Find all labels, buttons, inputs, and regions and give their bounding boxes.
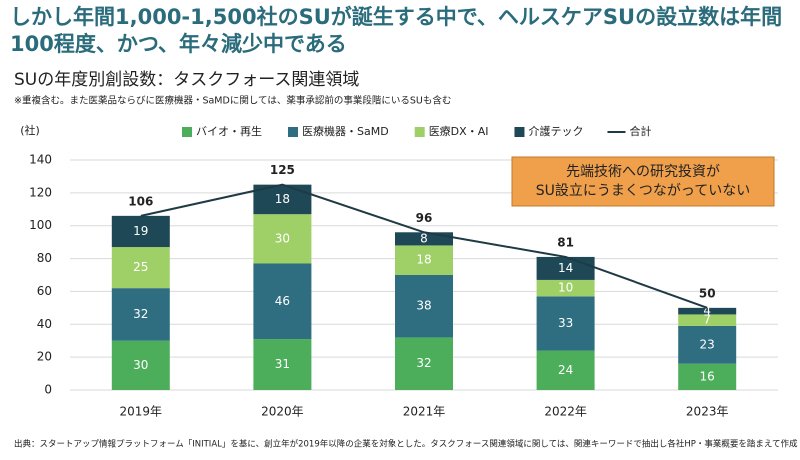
bar-value-label: 10: [558, 281, 573, 295]
annotation-text: 先端技術への研究投資が: [566, 164, 720, 180]
bar-value-label: 32: [416, 356, 431, 370]
subtitle: SUの年度別創設数：タスクフォース関連領域: [14, 70, 359, 90]
total-label: 81: [557, 235, 574, 249]
total-label: 125: [270, 163, 295, 177]
y-tick-label: 0: [44, 383, 52, 397]
bar-segment: [111, 340, 170, 390]
bar-value-label: 19: [133, 224, 148, 238]
bar-segment: [678, 325, 737, 364]
source: 出典：スタートアップ情報プラットフォーム「INITIAL」を基に、創立年が201…: [14, 439, 798, 450]
annotation-box: [511, 156, 775, 207]
y-axis-label: (社): [20, 123, 40, 137]
y-tick-label: 20: [37, 350, 52, 364]
annotation-text: SU設立にうまくつながっていない: [536, 183, 750, 199]
bar-value-label: 30: [275, 231, 290, 245]
bar-segment: [111, 215, 170, 248]
total-label: 96: [416, 211, 433, 225]
bar-value-label: 38: [416, 299, 431, 313]
y-tick-label: 40: [37, 317, 52, 331]
bar-segment: [395, 337, 453, 390]
legend-swatch: [288, 127, 298, 137]
bar-segment: [253, 263, 312, 340]
bar-value-label: 7: [703, 313, 711, 327]
bar-segment: [678, 363, 737, 390]
bar-value-label: 32: [133, 307, 148, 321]
bar-value-label: 14: [558, 261, 573, 275]
bar-value-label: 16: [700, 369, 715, 383]
bar-value-label: 18: [275, 192, 290, 206]
bar-segment: [253, 214, 312, 264]
y-tick-label: 120: [29, 185, 52, 199]
legend-label: 介護テック: [528, 124, 583, 138]
bar-value-label: 8: [420, 231, 428, 245]
bar-value-label: 23: [700, 337, 715, 351]
legend-label: 合計: [629, 124, 651, 138]
note: ※重複含む。また医薬品ならびに医療機器・SaMDに関しては、薬事承認前の事業段階…: [14, 95, 451, 107]
bar-segment: [395, 275, 453, 338]
y-tick-label: 60: [37, 284, 52, 298]
bar-segment: [395, 245, 453, 275]
legend-swatch: [182, 127, 192, 137]
bar-segment: [111, 247, 170, 289]
x-tick-label: 2023年: [686, 405, 729, 419]
bar-segment: [536, 296, 595, 351]
bar-value-label: 31: [275, 357, 290, 371]
bar-segment: [678, 307, 737, 315]
bar-value-label: 33: [558, 316, 573, 330]
bar-segment: [536, 279, 595, 297]
bar-value-label: 25: [133, 260, 148, 274]
bar-segment: [678, 314, 737, 326]
total-line: [140, 183, 708, 309]
total-label: 50: [699, 286, 716, 300]
legend-swatch: [514, 127, 525, 137]
legend-label: バイオ・再生: [196, 124, 262, 138]
title: しかし年間1,000-1,500社のSUが誕生する中で、ヘルスケアSUの設立数は…: [10, 5, 783, 56]
total-label: 106: [128, 194, 153, 208]
bar-value-label: 24: [558, 363, 573, 377]
bar-value-label: 46: [275, 294, 290, 308]
y-tick-label: 140: [29, 153, 52, 167]
bar-value-label: 30: [133, 358, 148, 372]
legend-label: 医療DX・AI: [429, 124, 489, 138]
bar-value-label: 4: [703, 304, 711, 318]
y-tick-label: 80: [37, 251, 52, 265]
bar-segment: [111, 288, 170, 341]
x-tick-label: 2019年: [120, 405, 163, 419]
bar-segment: [536, 350, 595, 390]
bar-value-label: 18: [416, 253, 431, 267]
bar-segment: [253, 339, 312, 390]
y-tick-label: 100: [29, 218, 52, 232]
x-tick-label: 2021年: [403, 405, 446, 419]
x-tick-label: 2022年: [544, 405, 587, 419]
x-tick-label: 2020年: [261, 405, 304, 419]
legend-swatch: [414, 127, 425, 137]
legend-label: 医療機器・SaMD: [302, 124, 389, 138]
